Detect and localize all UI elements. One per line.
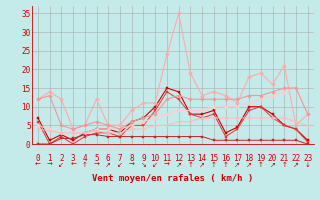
Text: 7: 7 [118,154,122,163]
Text: 15: 15 [209,154,219,163]
Text: 11: 11 [162,154,172,163]
Text: 16: 16 [221,154,230,163]
Text: 5: 5 [94,154,99,163]
Text: Vent moyen/en rafales ( km/h ): Vent moyen/en rafales ( km/h ) [92,174,253,183]
Text: ↑: ↑ [281,162,287,168]
Text: →: → [93,162,100,168]
Text: ↙: ↙ [58,162,64,168]
Text: 4: 4 [83,154,87,163]
Text: 18: 18 [244,154,254,163]
Text: 3: 3 [71,154,76,163]
Text: 9: 9 [141,154,146,163]
Text: ↗: ↗ [176,162,182,168]
Text: 6: 6 [106,154,111,163]
Text: 2: 2 [59,154,64,163]
Text: 1: 1 [47,154,52,163]
Text: 10: 10 [151,154,160,163]
Text: ↑: ↑ [188,162,193,168]
Text: 14: 14 [197,154,207,163]
Text: →: → [129,162,135,168]
Text: 0: 0 [36,154,40,163]
Text: ↙: ↙ [152,162,158,168]
Text: ↗: ↗ [234,162,240,168]
Text: ←: ← [70,162,76,168]
Text: ↗: ↗ [246,162,252,168]
Text: 19: 19 [256,154,265,163]
Text: →: → [164,162,170,168]
Text: 13: 13 [186,154,195,163]
Text: ←: ← [35,162,41,168]
Text: ↗: ↗ [199,162,205,168]
Text: 12: 12 [174,154,183,163]
Text: ↓: ↓ [305,162,311,168]
Text: ↗: ↗ [293,162,299,168]
Text: ↑: ↑ [223,162,228,168]
Text: ↗: ↗ [269,162,276,168]
Text: 22: 22 [292,154,300,163]
Text: 23: 23 [303,154,312,163]
Text: 21: 21 [280,154,289,163]
Text: 20: 20 [268,154,277,163]
Text: ↗: ↗ [105,162,111,168]
Text: ↑: ↑ [82,162,88,168]
Text: ↑: ↑ [211,162,217,168]
Text: 8: 8 [129,154,134,163]
Text: ↑: ↑ [258,162,264,168]
Text: 17: 17 [233,154,242,163]
Text: ↙: ↙ [117,162,123,168]
Text: ↘: ↘ [140,162,147,168]
Text: →: → [47,162,52,168]
